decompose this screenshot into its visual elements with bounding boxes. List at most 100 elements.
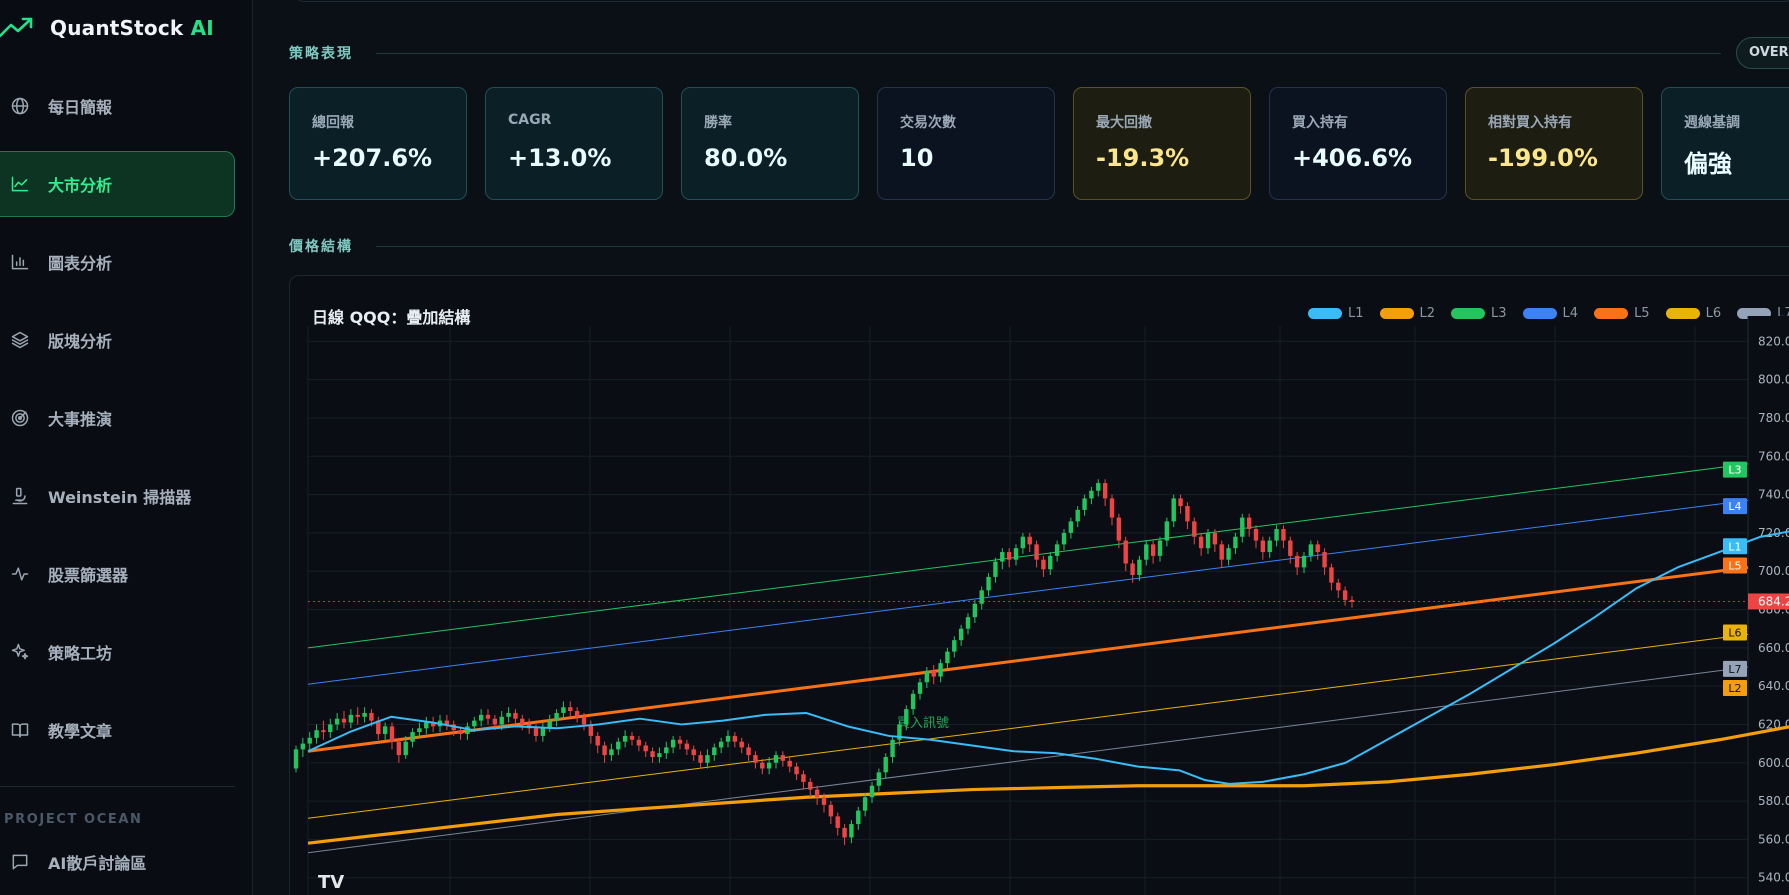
candle-body bbox=[348, 714, 354, 723]
candle-body bbox=[561, 707, 566, 713]
candle-body bbox=[622, 735, 628, 742]
candle-body bbox=[698, 755, 703, 763]
candle-body bbox=[910, 693, 916, 710]
legend-item-l7[interactable]: L7 bbox=[1737, 306, 1789, 321]
sidebar-item-4[interactable]: 大事推演 bbox=[0, 385, 235, 451]
axis-tag-label: L6 bbox=[1728, 626, 1741, 639]
metric-value: +13.0% bbox=[508, 144, 612, 172]
candle-body bbox=[1144, 544, 1149, 560]
candle-body bbox=[1192, 521, 1197, 537]
axis-tag-l2 bbox=[1723, 680, 1747, 697]
legend-item-l3[interactable]: L3 bbox=[1451, 306, 1507, 321]
sidebar-item-2[interactable]: 圖表分析 bbox=[0, 229, 235, 295]
chart-title: 日線 QQQ：疊加結構 bbox=[312, 308, 471, 327]
radar-icon bbox=[8, 406, 32, 430]
metric-label: 相對買入持有 bbox=[1488, 115, 1572, 131]
candle-body bbox=[410, 732, 415, 742]
candle-body bbox=[821, 797, 827, 805]
candle-body bbox=[1171, 498, 1176, 522]
legend-item-l1[interactable]: L1 bbox=[1308, 306, 1364, 321]
candle-body bbox=[705, 755, 710, 763]
metric-label: 最大回撤 bbox=[1096, 115, 1152, 131]
brand-name: QuantStock AI bbox=[50, 16, 214, 40]
candle-body bbox=[602, 745, 607, 756]
sidebar-item-1[interactable]: 大市分析 bbox=[0, 151, 235, 217]
candle-body bbox=[588, 724, 594, 736]
candle-body bbox=[869, 785, 875, 798]
candle-body bbox=[1294, 555, 1300, 568]
price-chart[interactable]: 820.0800.0780.0760.0740.0720.0700.0680.0… bbox=[290, 276, 1789, 895]
sidebar-item-5[interactable]: Weinstein 掃描器 bbox=[0, 463, 235, 529]
globe-icon bbox=[8, 94, 32, 118]
candle-body bbox=[396, 741, 402, 756]
axis-tag-l1 bbox=[1723, 538, 1747, 555]
candle-body bbox=[376, 720, 381, 735]
pulse-icon bbox=[8, 562, 32, 586]
sidebar-item-6[interactable]: 股票篩選器 bbox=[0, 541, 235, 607]
trending-up-icon bbox=[0, 17, 33, 38]
candle-body bbox=[1226, 548, 1231, 560]
sidebar-item-8[interactable]: 教學文章 bbox=[0, 697, 235, 763]
legend-item-l6[interactable]: L6 bbox=[1665, 306, 1721, 321]
legend-item-l2[interactable]: L2 bbox=[1379, 306, 1435, 321]
legend-item-l5[interactable]: L5 bbox=[1594, 306, 1650, 321]
candle-body bbox=[657, 753, 662, 758]
candle-body bbox=[547, 720, 552, 729]
legend-swatch bbox=[1451, 308, 1486, 319]
y-tick-label: 560.0 bbox=[1758, 832, 1789, 846]
candle-body bbox=[334, 718, 340, 725]
axis-tag-l5 bbox=[1723, 557, 1747, 574]
candle-body bbox=[307, 737, 312, 744]
candle-body bbox=[472, 720, 477, 727]
candle-body bbox=[931, 670, 936, 677]
axis-tag-label: L4 bbox=[1728, 500, 1741, 513]
candle-body bbox=[1342, 590, 1348, 600]
legend-item-l4[interactable]: L4 bbox=[1522, 306, 1578, 321]
candle-body bbox=[1116, 517, 1122, 541]
trendline-l7 bbox=[307, 666, 1749, 854]
section-divider-strategy bbox=[376, 53, 1721, 54]
candle-body bbox=[1308, 544, 1314, 556]
sidebar-item-3[interactable]: 版塊分析 bbox=[0, 307, 235, 373]
top-panel-edge bbox=[294, 0, 1789, 2]
metric-card-3: 交易次數 10 bbox=[877, 87, 1055, 200]
sidebar-item-7[interactable]: 策略工坊 bbox=[0, 619, 235, 685]
metric-label: 勝率 bbox=[704, 115, 732, 131]
candle-body bbox=[369, 712, 374, 721]
candle-body bbox=[629, 735, 635, 740]
overview-button[interactable]: OVERV bbox=[1736, 37, 1789, 69]
candle-body bbox=[664, 747, 669, 754]
ma-line-l2 bbox=[307, 725, 1789, 845]
candle-body bbox=[1301, 555, 1307, 568]
axis-tag-label: L3 bbox=[1728, 464, 1741, 477]
y-tick-label: 660.0 bbox=[1758, 641, 1789, 655]
candle-body bbox=[1089, 490, 1094, 499]
candle-body bbox=[1041, 559, 1046, 570]
candle-body bbox=[876, 772, 882, 786]
candle-body bbox=[691, 749, 696, 756]
candle-body bbox=[986, 576, 991, 591]
legend-swatch bbox=[1522, 308, 1557, 319]
candle-body bbox=[760, 762, 765, 769]
candle-body bbox=[1253, 529, 1259, 541]
sidebar-item-forum[interactable]: AI散戶討論區 bbox=[0, 838, 235, 886]
candle-body bbox=[808, 781, 813, 790]
sidebar-item-label: AI散戶討論區 bbox=[48, 854, 147, 873]
chat-icon bbox=[8, 850, 32, 874]
sidebar-item-label: Weinstein 掃描器 bbox=[48, 488, 192, 507]
brand[interactable]: QuantStock AI bbox=[0, 12, 214, 44]
candle-body bbox=[1274, 529, 1279, 541]
sidebar-item-0[interactable]: 每日簡報 bbox=[0, 73, 235, 139]
candle-body bbox=[540, 728, 546, 736]
candle-body bbox=[684, 743, 690, 750]
candle-body bbox=[828, 804, 834, 817]
metric-card-2: 勝率 80.0% bbox=[681, 87, 859, 200]
ma-line-l1 bbox=[307, 530, 1789, 785]
nav-divider bbox=[0, 786, 235, 787]
candle-body bbox=[444, 720, 450, 725]
candle-body bbox=[499, 716, 504, 725]
candle-body bbox=[1096, 483, 1101, 491]
candle-body bbox=[1150, 544, 1156, 556]
candle-body bbox=[1102, 483, 1108, 499]
